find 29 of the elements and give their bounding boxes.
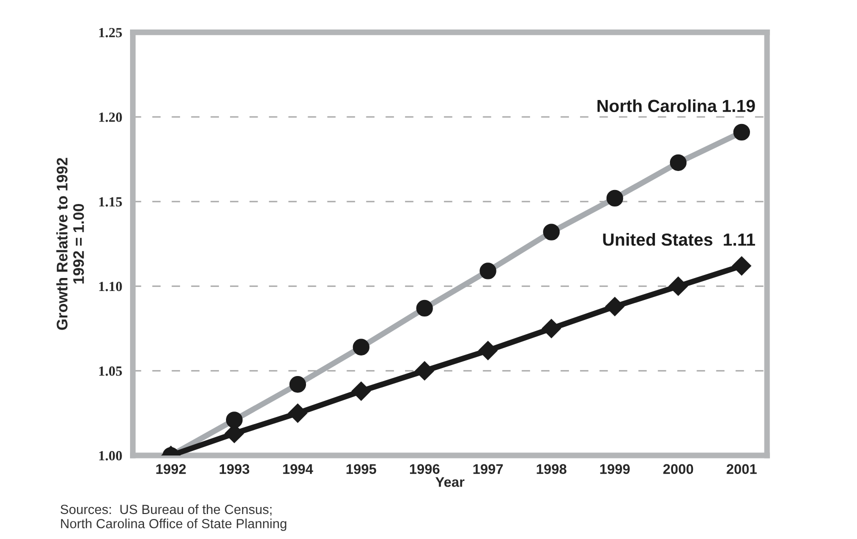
x-tick-label: 2001 bbox=[726, 464, 757, 474]
point bbox=[542, 318, 561, 338]
x-tick-label: 1999 bbox=[600, 464, 630, 474]
y-tick-label: 1.15 bbox=[99, 197, 122, 207]
annotation: North Carolina 1.19 bbox=[598, 99, 755, 112]
point bbox=[732, 256, 752, 276]
point bbox=[605, 296, 624, 316]
x-tick-label: 1993 bbox=[220, 464, 250, 474]
y-tick-label: 1.10 bbox=[99, 282, 122, 292]
y-tick-label: 1.00 bbox=[99, 451, 122, 460]
y-axis-title: Growth Relative to 1992 1992 = 1.00 bbox=[56, 158, 84, 330]
point bbox=[478, 340, 498, 360]
point bbox=[288, 404, 308, 423]
point bbox=[415, 361, 434, 380]
y-tick-label: 1.25 bbox=[99, 28, 122, 38]
x-tick-label: 1995 bbox=[346, 464, 376, 474]
y-tick-label: 1.20 bbox=[99, 112, 122, 122]
x-tick-label: 1992 bbox=[156, 464, 186, 474]
x-tick-label: 1994 bbox=[283, 464, 314, 474]
x-tick-label: 1996 bbox=[410, 464, 440, 474]
x-tick-label: 1998 bbox=[536, 464, 566, 474]
point bbox=[668, 276, 688, 296]
annotation: United States 1.11 bbox=[603, 233, 756, 246]
x-tick-label: 1997 bbox=[473, 464, 503, 474]
x-tick-label: 2000 bbox=[663, 464, 694, 474]
point bbox=[352, 382, 371, 401]
x-axis-title: Year bbox=[435, 477, 464, 487]
y-tick-label: 1.05 bbox=[99, 366, 122, 376]
source-note: Sources: US Bureau of the Census; North Carolina Office of State Planning bbox=[60, 504, 286, 531]
